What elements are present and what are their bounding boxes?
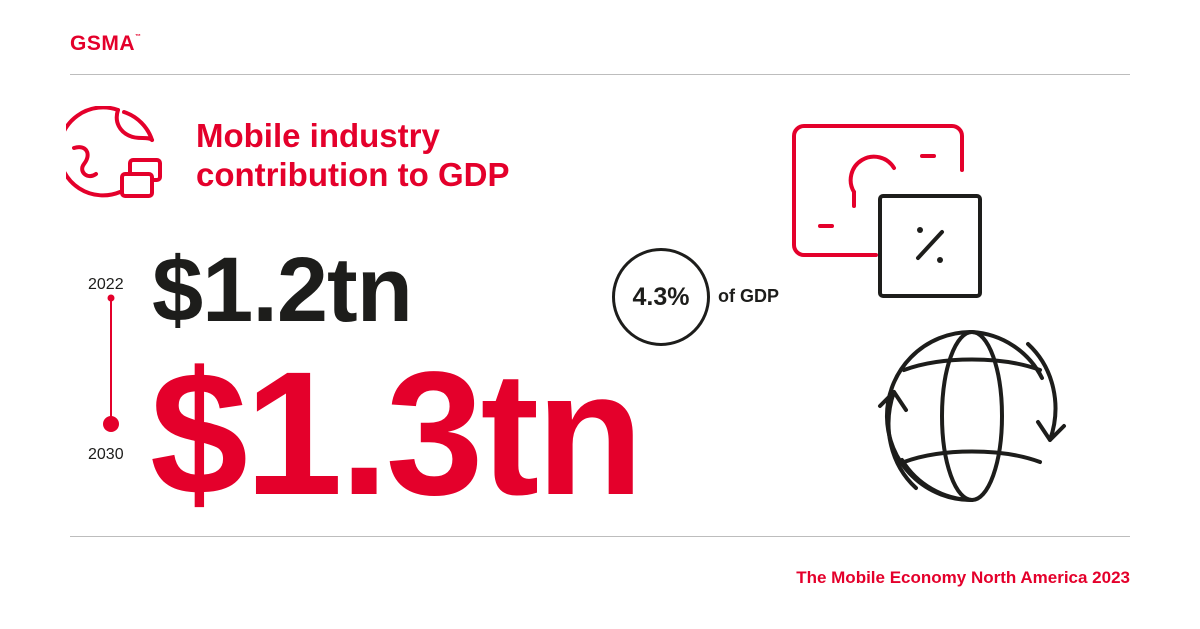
infographic-title: Mobile industry contribution to GDP [196, 116, 509, 194]
top-divider [70, 74, 1130, 75]
report-title: The Mobile Economy North America 2023 [796, 568, 1130, 587]
year-timeline-marker [103, 294, 119, 432]
gdp-share-label: of GDP [718, 286, 779, 306]
logo-text: GSMA [70, 32, 135, 55]
title-line-1: Mobile industry [196, 117, 440, 154]
end-value: $1.3tn [150, 336, 644, 532]
globe-cards-icon [66, 106, 162, 198]
start-year: 2022 [88, 276, 124, 293]
gdp-share-badge: 4.3% [612, 248, 710, 346]
title-line-2: contribution to GDP [196, 156, 510, 193]
money-percent-icon [792, 124, 982, 298]
end-year: 2030 [88, 446, 124, 463]
globe-rotate-icon [878, 330, 1066, 503]
logo-trademark: ™ [135, 34, 142, 40]
gdp-share-value: 4.3% [632, 282, 690, 311]
gsma-logo: GSMA™ [70, 32, 142, 56]
bottom-divider [70, 536, 1130, 537]
start-value: $1.2tn [152, 239, 413, 341]
